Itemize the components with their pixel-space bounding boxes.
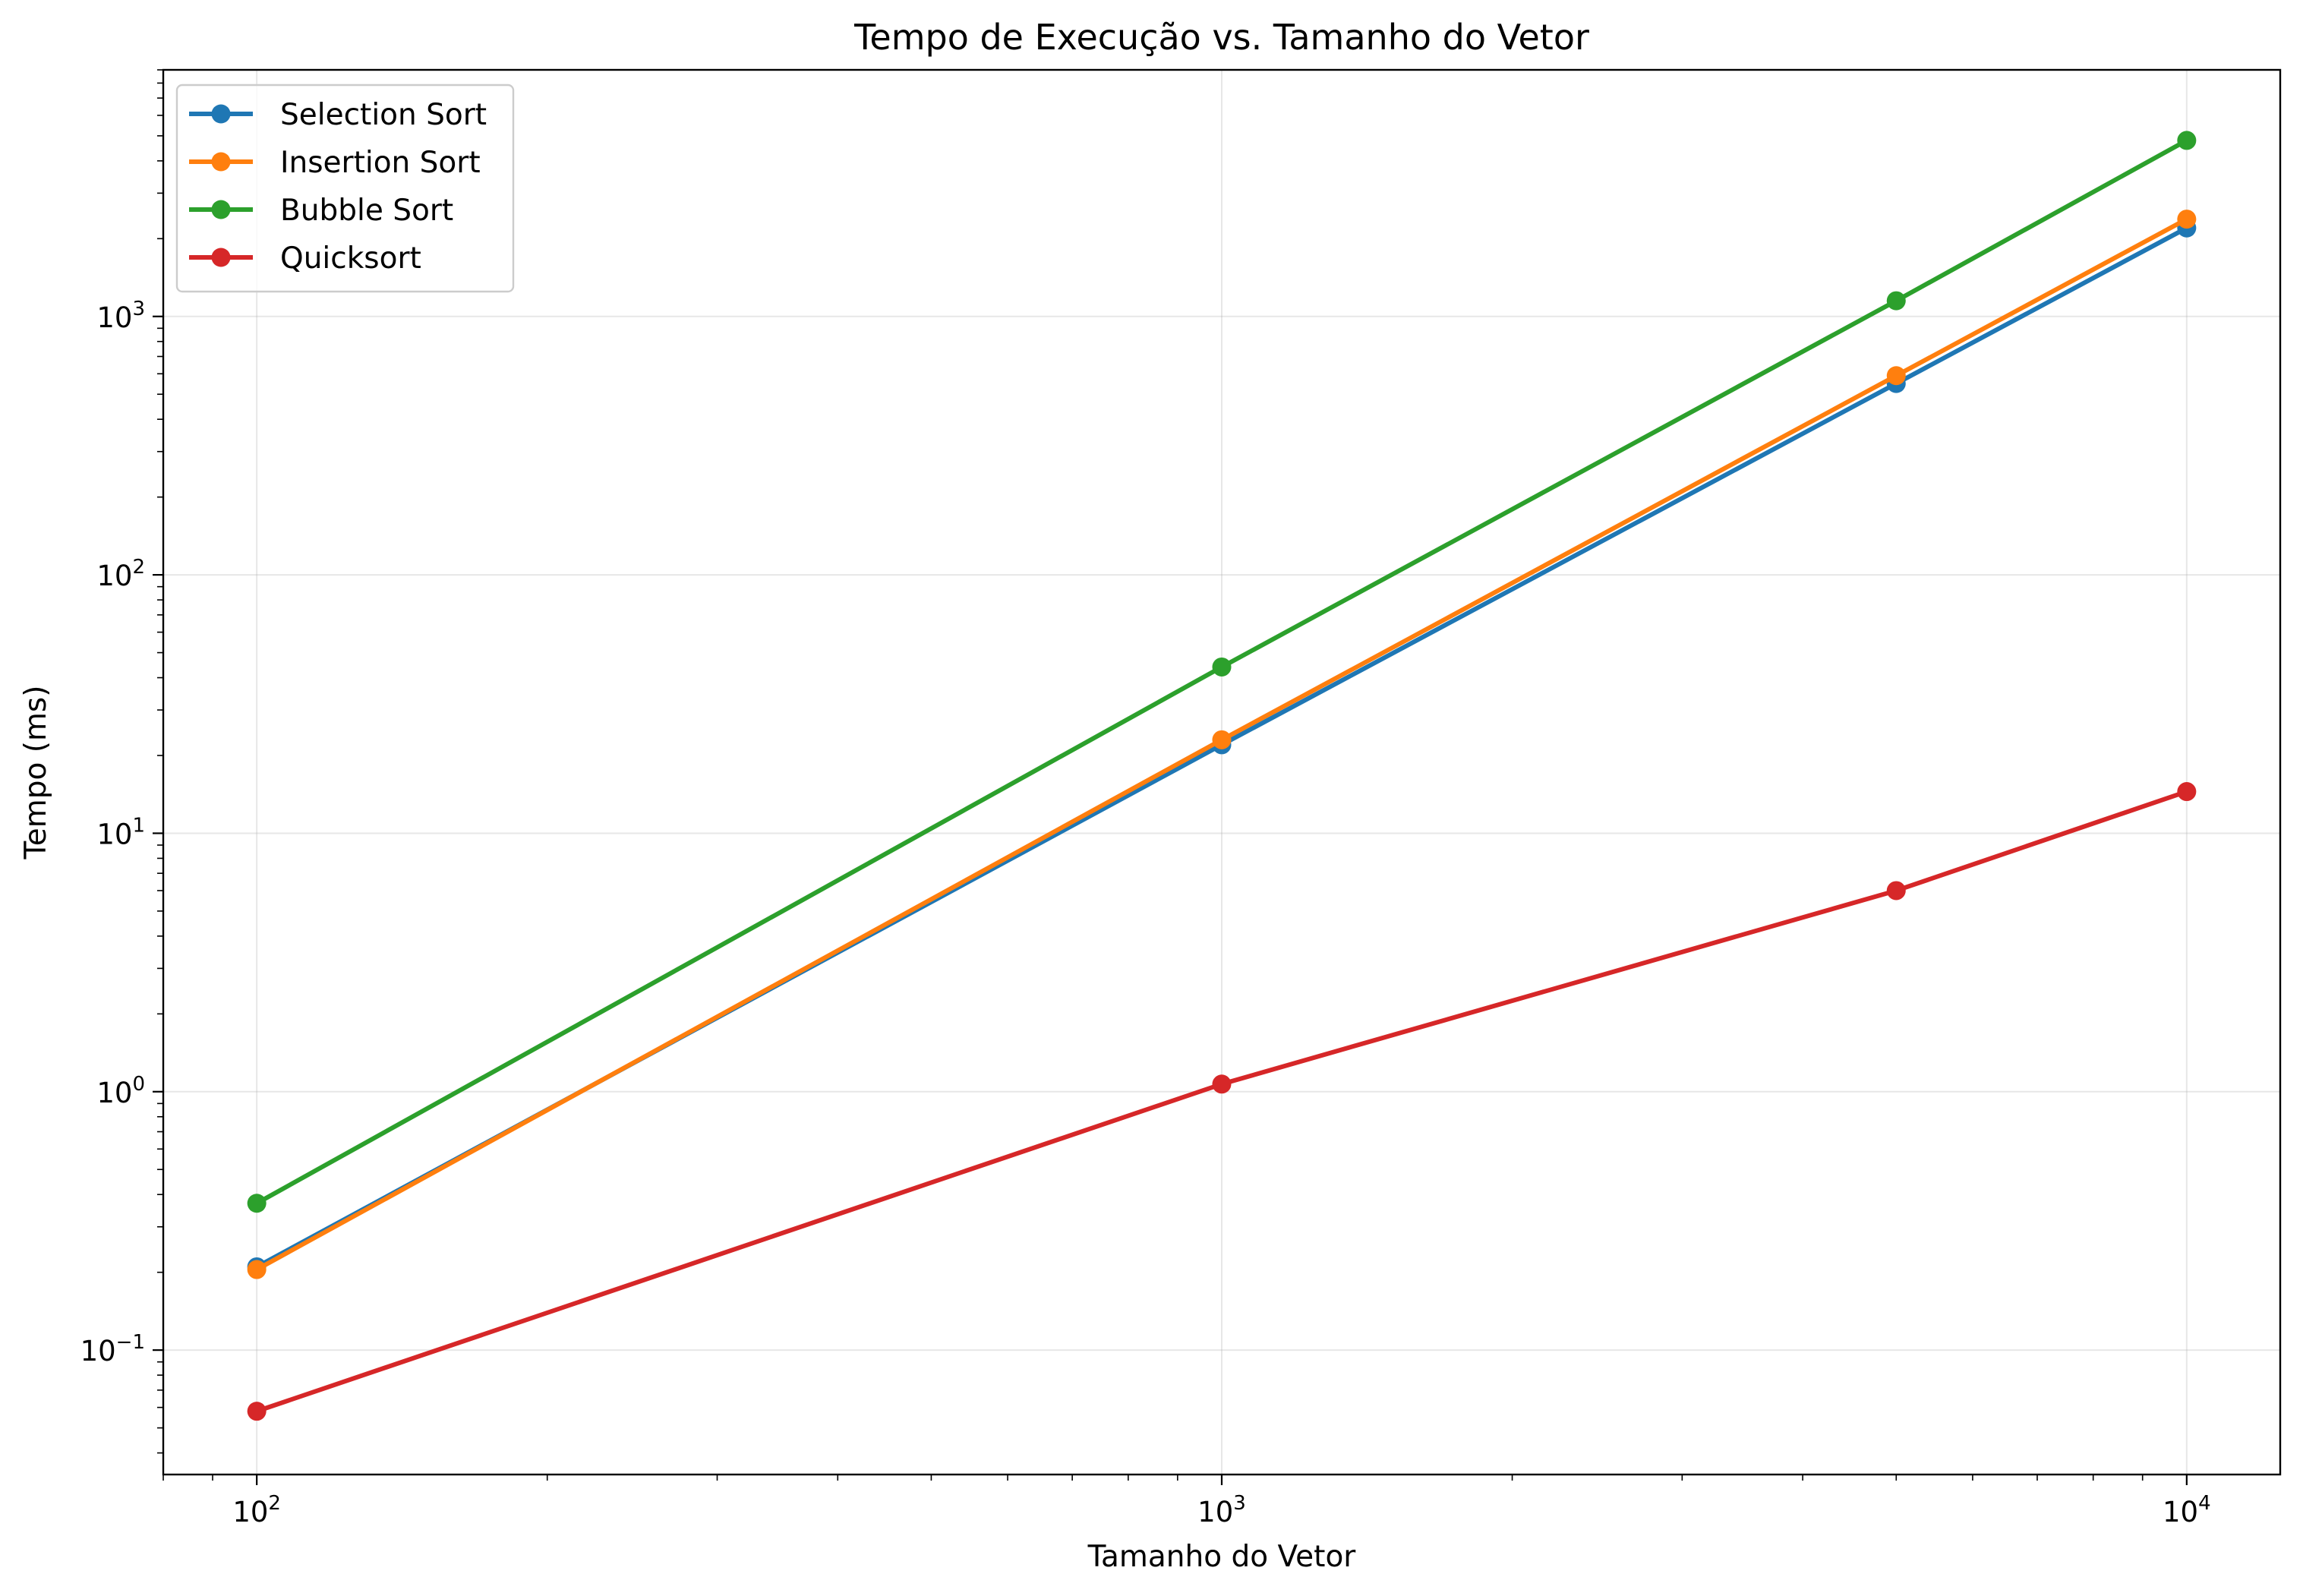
- data-point-insertion-sort: [1212, 730, 1232, 749]
- series-line-bubble-sort: [254, 137, 2190, 1206]
- y-tick-label: 102: [96, 556, 145, 592]
- legend-marker-selection-sort: [211, 104, 231, 124]
- legend-box: [175, 84, 515, 293]
- data-point-quicksort: [247, 1402, 267, 1421]
- data-point-quicksort: [2177, 782, 2197, 802]
- legend: Selection Sort Insertion Sort Bubble Sort Q…: [175, 84, 515, 293]
- chart-title: Tempo de Execução vs. Tamanho do Vetor: [853, 17, 1589, 58]
- y-axis-label: Tempo (ms): [19, 686, 53, 860]
- series-line-insertion-sort: [254, 216, 2190, 1273]
- data-point-insertion-sort: [247, 1260, 267, 1279]
- data-point-bubble-sort: [1212, 657, 1232, 677]
- data-point-bubble-sort: [247, 1194, 267, 1213]
- plot-frame: [162, 68, 2282, 1476]
- y-tick-label: 100: [96, 1073, 145, 1109]
- legend-marker-bubble-sort: [211, 200, 231, 219]
- data-point-bubble-sort: [2177, 131, 2197, 150]
- x-axis-label: Tamanho do Vetor: [1087, 1540, 1357, 1574]
- data-point-insertion-sort: [1886, 366, 1906, 386]
- legend-marker-quicksort: [211, 248, 231, 267]
- minor-ticks: [157, 69, 2144, 1481]
- data-point-insertion-sort: [2177, 210, 2197, 229]
- x-tick-label: 103: [1197, 1492, 1246, 1528]
- legend-label-insertion-sort: Insertion Sort: [280, 146, 481, 180]
- legend-label-bubble-sort: Bubble Sort: [280, 194, 453, 228]
- series-layer: [247, 131, 2197, 1421]
- x-tick-label: 102: [232, 1492, 281, 1528]
- x-tick-label: 104: [2163, 1492, 2211, 1528]
- y-tick-label: 103: [96, 298, 145, 334]
- legend-label-quicksort: Quicksort: [280, 241, 421, 276]
- series-line-quicksort: [254, 788, 2190, 1415]
- y-tick-label: 101: [96, 814, 145, 850]
- data-point-bubble-sort: [1886, 291, 1906, 311]
- data-point-quicksort: [1212, 1074, 1232, 1094]
- legend-label-selection-sort: Selection Sort: [280, 98, 487, 132]
- legend-marker-insertion-sort: [211, 152, 231, 172]
- data-point-quicksort: [1886, 881, 1906, 901]
- major-ticks: 102 103 104 10−1 100 101 102 103: [80, 298, 2211, 1528]
- y-tick-label: 10−1: [80, 1331, 145, 1367]
